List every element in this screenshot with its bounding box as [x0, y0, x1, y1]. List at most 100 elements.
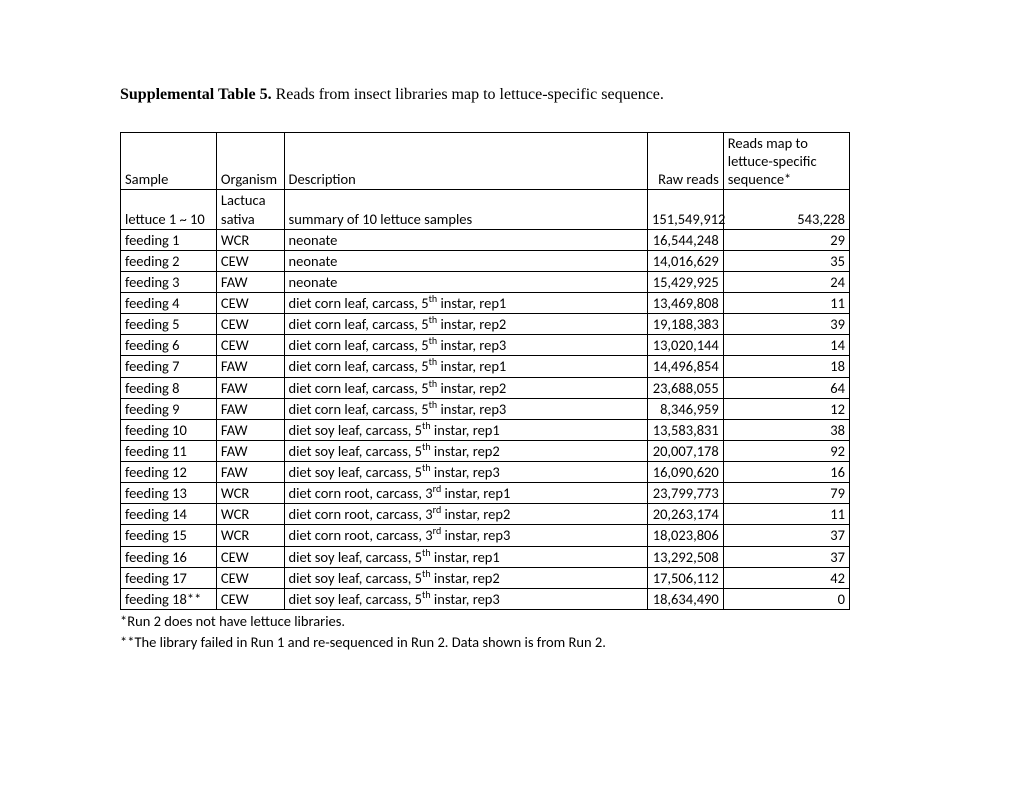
cell-sample: feeding 3 [121, 271, 217, 292]
cell-description: diet soy leaf, carcass, 5th instar, rep3 [284, 588, 647, 609]
cell-sample: lettuce 1 ~ 10 [121, 190, 217, 229]
table-row: feeding 13WCRdiet corn root, carcass, 3r… [121, 483, 850, 504]
cell-raw-reads: 18,023,806 [648, 525, 724, 546]
cell-description: diet corn leaf, carcass, 5th instar, rep… [284, 335, 647, 356]
footnote-a: *Run 2 does not have lettuce libraries. [120, 612, 900, 632]
table-row: feeding 8FAWdiet corn leaf, carcass, 5th… [121, 377, 850, 398]
cell-description: diet corn leaf, carcass, 5th instar, rep… [284, 293, 647, 314]
cell-description: diet soy leaf, carcass, 5th instar, rep1 [284, 419, 647, 440]
cell-sample: feeding 12 [121, 462, 217, 483]
cell-description: diet soy leaf, carcass, 5th instar, rep1 [284, 546, 647, 567]
cell-sample: feeding 4 [121, 293, 217, 314]
table-row: feeding 15WCRdiet corn root, carcass, 3r… [121, 525, 850, 546]
cell-organism: FAW [216, 377, 284, 398]
cell-mapped-reads: 92 [723, 440, 849, 461]
cell-sample: feeding 7 [121, 356, 217, 377]
cell-sample: feeding 10 [121, 419, 217, 440]
cell-raw-reads: 13,292,508 [648, 546, 724, 567]
cell-organism: FAW [216, 398, 284, 419]
cell-description: neonate [284, 250, 647, 271]
table-row: feeding 12FAWdiet soy leaf, carcass, 5th… [121, 462, 850, 483]
header-mapped: Reads map to lettuce-specific sequence* [723, 133, 849, 190]
cell-raw-reads: 14,016,629 [648, 250, 724, 271]
cell-organism: CEW [216, 567, 284, 588]
cell-raw-reads: 13,020,144 [648, 335, 724, 356]
cell-organism: CEW [216, 588, 284, 609]
cell-mapped-reads: 0 [723, 588, 849, 609]
cell-raw-reads: 14,496,854 [648, 356, 724, 377]
cell-raw-reads: 23,799,773 [648, 483, 724, 504]
cell-raw-reads: 19,188,383 [648, 314, 724, 335]
cell-organism: WCR [216, 483, 284, 504]
header-description: Description [284, 133, 647, 190]
cell-description: neonate [284, 271, 647, 292]
cell-description: diet corn leaf, carcass, 5th instar, rep… [284, 398, 647, 419]
cell-raw-reads: 13,583,831 [648, 419, 724, 440]
cell-organism: FAW [216, 356, 284, 377]
cell-description: diet soy leaf, carcass, 5th instar, rep3 [284, 462, 647, 483]
cell-sample: feeding 11 [121, 440, 217, 461]
cell-raw-reads: 20,007,178 [648, 440, 724, 461]
cell-mapped-reads: 64 [723, 377, 849, 398]
table-row: feeding 5CEWdiet corn leaf, carcass, 5th… [121, 314, 850, 335]
cell-sample: feeding 8 [121, 377, 217, 398]
cell-mapped-reads: 24 [723, 271, 849, 292]
cell-mapped-reads: 12 [723, 398, 849, 419]
cell-organism: CEW [216, 546, 284, 567]
cell-organism: FAW [216, 419, 284, 440]
footnote-b: **The library failed in Run 1 and re-seq… [120, 633, 900, 653]
cell-sample: feeding 15 [121, 525, 217, 546]
cell-description: diet corn leaf, carcass, 5th instar, rep… [284, 314, 647, 335]
cell-raw-reads: 20,263,174 [648, 504, 724, 525]
cell-raw-reads: 18,634,490 [648, 588, 724, 609]
page: Supplemental Table 5. Reads from insect … [0, 0, 1020, 653]
table-row: feeding 3FAWneonate15,429,92524 [121, 271, 850, 292]
cell-sample: feeding 17 [121, 567, 217, 588]
table-row: lettuce 1 ~ 10Lactuca sativasummary of 1… [121, 190, 850, 229]
table-row: feeding 11FAWdiet soy leaf, carcass, 5th… [121, 440, 850, 461]
cell-organism: WCR [216, 504, 284, 525]
cell-description: diet corn root, carcass, 3rd instar, rep… [284, 525, 647, 546]
table-row: feeding 18**CEWdiet soy leaf, carcass, 5… [121, 588, 850, 609]
cell-description: diet soy leaf, carcass, 5th instar, rep2 [284, 567, 647, 588]
cell-mapped-reads: 37 [723, 546, 849, 567]
cell-description: diet corn root, carcass, 3rd instar, rep… [284, 483, 647, 504]
cell-raw-reads: 15,429,925 [648, 271, 724, 292]
title-rest: Reads from insect libraries map to lettu… [272, 86, 664, 103]
cell-mapped-reads: 39 [723, 314, 849, 335]
cell-description: neonate [284, 229, 647, 250]
cell-raw-reads: 16,544,248 [648, 229, 724, 250]
table-row: feeding 4CEWdiet corn leaf, carcass, 5th… [121, 293, 850, 314]
cell-organism: CEW [216, 314, 284, 335]
cell-sample: feeding 1 [121, 229, 217, 250]
table-row: feeding 16CEWdiet soy leaf, carcass, 5th… [121, 546, 850, 567]
header-sample: Sample [121, 133, 217, 190]
cell-sample: feeding 18** [121, 588, 217, 609]
cell-mapped-reads: 11 [723, 504, 849, 525]
title-bold: Supplemental Table 5. [120, 86, 272, 103]
cell-organism: CEW [216, 250, 284, 271]
cell-mapped-reads: 29 [723, 229, 849, 250]
header-organism: Organism [216, 133, 284, 190]
table-row: feeding 17CEWdiet soy leaf, carcass, 5th… [121, 567, 850, 588]
cell-organism: Lactuca sativa [216, 190, 284, 229]
cell-organism: WCR [216, 525, 284, 546]
table-row: feeding 7FAWdiet corn leaf, carcass, 5th… [121, 356, 850, 377]
cell-mapped-reads: 543,228 [723, 190, 849, 229]
table-header-row: Sample Organism Description Raw reads Re… [121, 133, 850, 190]
cell-sample: feeding 5 [121, 314, 217, 335]
cell-sample: feeding 6 [121, 335, 217, 356]
cell-description: diet corn root, carcass, 3rd instar, rep… [284, 504, 647, 525]
table-row: feeding 10FAWdiet soy leaf, carcass, 5th… [121, 419, 850, 440]
table-row: feeding 1WCRneonate16,544,24829 [121, 229, 850, 250]
cell-mapped-reads: 42 [723, 567, 849, 588]
cell-mapped-reads: 14 [723, 335, 849, 356]
table-row: feeding 9FAWdiet corn leaf, carcass, 5th… [121, 398, 850, 419]
cell-mapped-reads: 16 [723, 462, 849, 483]
table-row: feeding 6CEWdiet corn leaf, carcass, 5th… [121, 335, 850, 356]
cell-raw-reads: 23,688,055 [648, 377, 724, 398]
table-row: feeding 14WCRdiet corn root, carcass, 3r… [121, 504, 850, 525]
cell-raw-reads: 8,346,959 [648, 398, 724, 419]
cell-organism: FAW [216, 271, 284, 292]
cell-mapped-reads: 11 [723, 293, 849, 314]
